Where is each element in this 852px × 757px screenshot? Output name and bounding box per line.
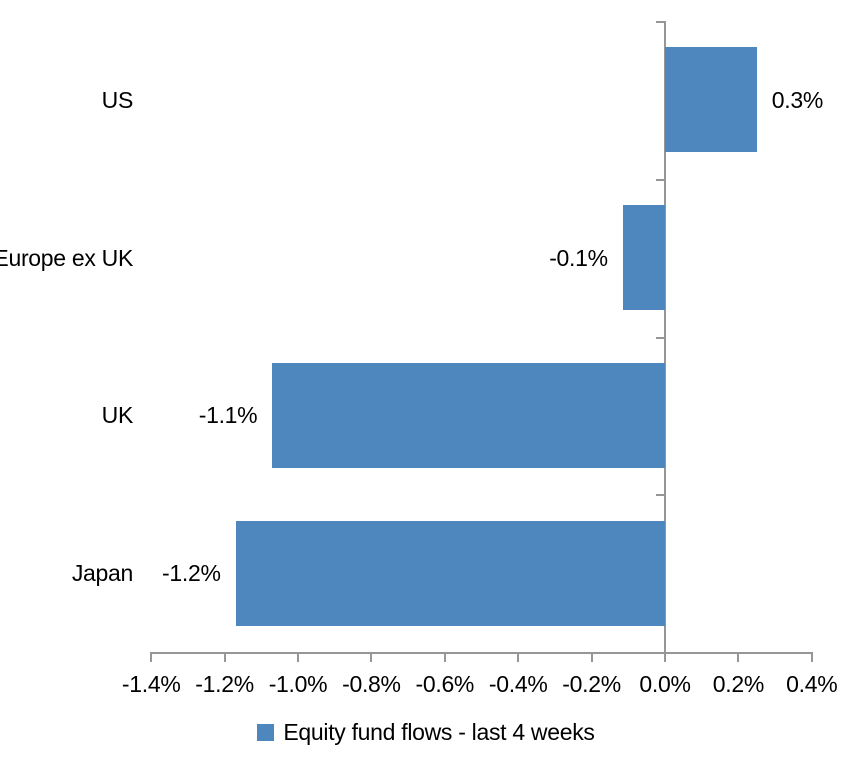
- x-tick-mark: [370, 654, 373, 662]
- category-tick-mark: [656, 336, 664, 339]
- chart-bar: [665, 47, 757, 153]
- x-tick-label: -0.8%: [342, 671, 401, 697]
- category-tick-mark: [656, 494, 664, 497]
- x-axis-line: [150, 652, 813, 654]
- x-tick-label: -0.6%: [415, 671, 475, 697]
- x-tick-mark: [443, 654, 446, 662]
- category-tick-mark: [656, 178, 664, 181]
- category-tick-mark: [656, 21, 664, 23]
- chart-legend: Equity fund flows - last 4 weeks: [0, 717, 852, 747]
- bar-value-label: -0.1%: [549, 244, 608, 271]
- chart-bar: [235, 520, 665, 626]
- legend-swatch-icon: [257, 723, 275, 741]
- x-tick-label: -1.0%: [268, 671, 328, 697]
- bar-value-label: -1.1%: [198, 402, 258, 429]
- x-tick-label: 0.0%: [639, 671, 691, 697]
- x-tick-label: -0.4%: [488, 671, 548, 697]
- category-label: Europe ex UK: [0, 244, 133, 271]
- x-tick-label: 0.2%: [712, 671, 765, 697]
- chart-bar: [272, 362, 665, 468]
- category-tick-mark: [656, 652, 664, 654]
- x-tick-mark: [223, 654, 226, 662]
- x-tick-mark: [297, 654, 299, 662]
- zero-axis-line: [664, 21, 666, 660]
- bar-value-label: 0.3%: [771, 86, 824, 113]
- x-tick-mark: [664, 654, 666, 662]
- x-tick-mark: [590, 654, 593, 662]
- category-label: UK: [101, 402, 134, 429]
- x-tick-mark: [737, 654, 740, 662]
- category-label: Japan: [71, 560, 133, 587]
- x-tick-mark: [150, 654, 153, 662]
- x-tick-label: -0.2%: [562, 671, 621, 697]
- x-tick-label: 0.4%: [786, 671, 838, 697]
- bar-value-label: -1.2%: [162, 560, 221, 587]
- category-label: US: [101, 86, 134, 113]
- x-tick-label: -1.4%: [121, 671, 181, 697]
- x-tick-label: -1.2%: [195, 671, 254, 697]
- legend-label: Equity fund flows - last 4 weeks: [283, 719, 595, 745]
- x-tick-mark: [810, 654, 813, 662]
- x-tick-mark: [517, 654, 520, 662]
- chart-bar: [622, 205, 665, 311]
